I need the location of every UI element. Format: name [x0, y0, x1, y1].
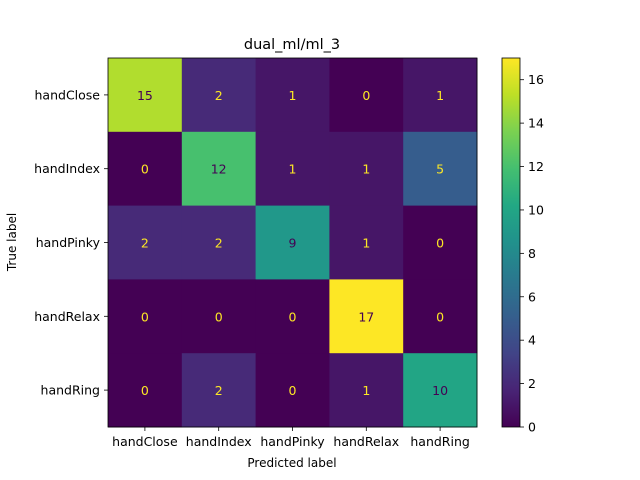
x-tick-label: handIndex — [186, 434, 252, 449]
colorbar-tick-label: 12 — [528, 159, 544, 174]
heatmap-cell — [403, 205, 478, 280]
heatmap-cell — [108, 279, 183, 354]
colorbar-tick-label: 14 — [528, 116, 544, 131]
chart-title: dual_ml/ml_3 — [244, 37, 340, 53]
heatmap-cell — [181, 353, 257, 428]
cell-value-label: 0 — [289, 309, 297, 324]
cell-value-label: 0 — [215, 309, 223, 324]
x-tick-label: handClose — [112, 434, 178, 449]
cell-value-label: 2 — [141, 236, 149, 251]
heatmap-cell — [329, 279, 404, 354]
cell-value-label: 12 — [211, 162, 227, 177]
heatmap-cell — [255, 205, 330, 280]
x-tick-label: handRing — [410, 434, 469, 449]
colorbar-tick-label: 4 — [528, 333, 536, 348]
colorbar-tick-label: 10 — [528, 202, 544, 217]
heatmap-cell — [403, 131, 478, 207]
cell-value-label: 0 — [289, 383, 297, 398]
cell-value-label: 1 — [289, 162, 297, 177]
colorbar-tick-label: 6 — [528, 289, 536, 304]
heatmap-cell — [329, 131, 404, 207]
cell-value-label: 0 — [436, 236, 444, 251]
heatmap-cell — [181, 205, 257, 280]
colorbar-tick-label: 8 — [528, 246, 536, 261]
cell-value-label: 5 — [436, 162, 444, 177]
x-tick-label: handRelax — [333, 434, 399, 449]
heatmap-cell — [108, 58, 183, 133]
heatmap-cell-labels: 15 2 1 0 10 12 1 1 52 2 9 1 00 0 0 17 00 2 0 1 10 — [137, 88, 448, 398]
cell-value-label: 17 — [358, 309, 374, 324]
heatmap-cell — [403, 279, 478, 354]
heatmap-cell — [329, 205, 404, 280]
colorbar-tick-label: 16 — [528, 72, 544, 87]
heatmap-cell — [108, 205, 183, 280]
colorbar-tick-label: 2 — [528, 376, 536, 391]
y-tick-label: handRelax — [34, 309, 100, 324]
heatmap-cell — [329, 353, 404, 428]
cell-value-label: 1 — [289, 88, 297, 103]
y-axis-ticks: handClose handIndex handPinky handRelax hand… — [34, 87, 108, 398]
cell-value-label: 1 — [362, 162, 370, 177]
heatmap-cell — [255, 131, 330, 207]
cell-value-label: 10 — [432, 383, 448, 398]
cell-value-label: 0 — [141, 162, 149, 177]
heatmap-cell — [181, 131, 257, 207]
heatmap-cell — [255, 58, 330, 133]
y-tick-label: handIndex — [34, 161, 100, 176]
cell-value-label: 1 — [362, 236, 370, 251]
x-tick-label: handPinky — [260, 434, 325, 449]
heatmap-cell — [255, 353, 330, 428]
colorbar-tick-label: 0 — [528, 420, 536, 435]
y-tick-label: handClose — [35, 87, 101, 102]
y-tick-label: handPinky — [36, 235, 101, 250]
cell-value-label: 0 — [141, 309, 149, 324]
colorbar — [501, 57, 521, 428]
cell-value-label: 9 — [289, 236, 297, 251]
heatmap-cell — [403, 58, 478, 133]
y-axis-label: True label — [5, 213, 19, 272]
heatmap-cell — [181, 279, 257, 354]
heatmap-cell — [108, 353, 183, 428]
heatmap-cell — [403, 353, 478, 428]
heatmap-cells — [108, 58, 478, 428]
cell-value-label: 1 — [362, 383, 370, 398]
heatmap-cell — [181, 58, 257, 133]
heatmap-cell — [255, 279, 330, 354]
cell-value-label: 2 — [215, 383, 223, 398]
cell-value-label: 2 — [215, 88, 223, 103]
y-tick-label: handRing — [41, 383, 100, 398]
x-axis-ticks: handClose handIndex handPinky handRelax hand… — [112, 427, 470, 449]
cell-value-label: 0 — [141, 383, 149, 398]
cell-value-label: 1 — [436, 88, 444, 103]
heatmap-cell — [108, 131, 183, 207]
colorbar-ticks: 0 2 4 6 8 10 12 14 16 — [520, 72, 544, 435]
x-axis-label: Predicted label — [247, 456, 336, 470]
cell-value-label: 0 — [362, 88, 370, 103]
cell-value-label: 15 — [137, 88, 153, 103]
cell-value-label: 2 — [215, 236, 223, 251]
heatmap-cell — [329, 58, 404, 133]
cell-value-label: 0 — [436, 309, 444, 324]
